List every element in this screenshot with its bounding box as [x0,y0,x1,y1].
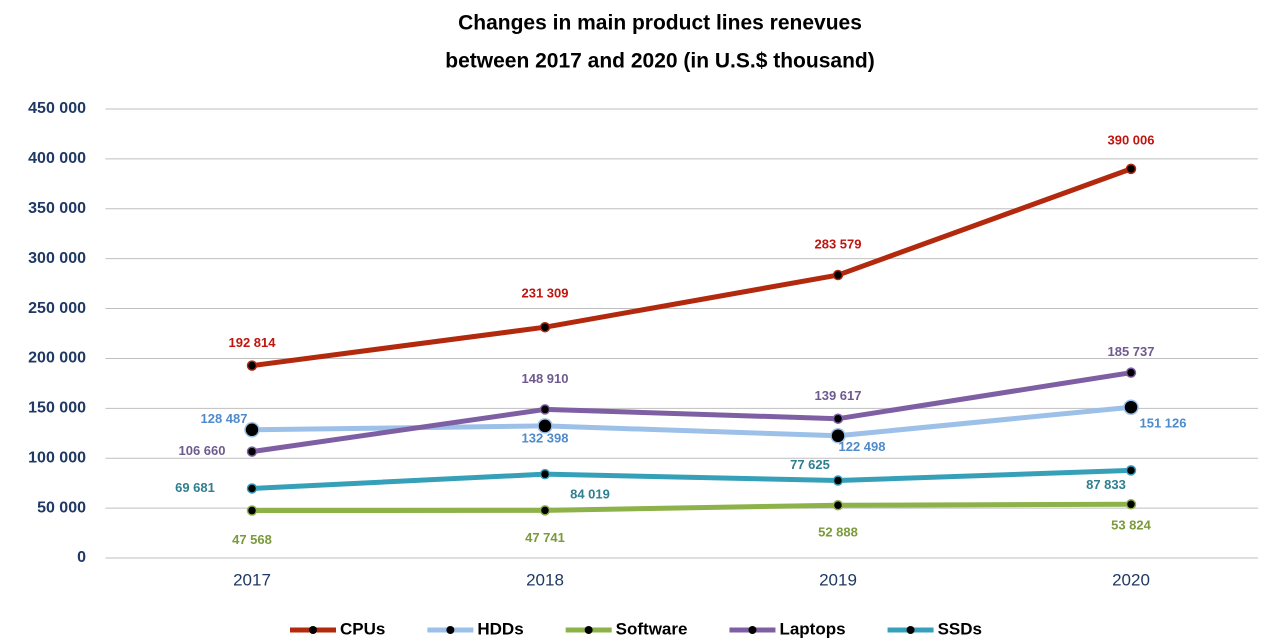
y-tick-label: 150 000 [28,400,86,417]
point [539,404,551,415]
x-tick-label: 2019 [819,570,857,589]
x-tick-label: 2018 [526,570,564,589]
data-label: 185 737 [1108,344,1155,359]
point [246,446,258,457]
y-tick-label: 250 000 [28,300,86,317]
data-label: 283 579 [815,236,862,251]
y-tick-label: 300 000 [28,250,86,267]
y-tick-label: 0 [77,549,86,566]
point [539,505,551,516]
point [537,418,553,434]
chart-title: between 2017 and 2020 (in U.S.$ thousand… [445,50,874,73]
chart-title: Changes in main product lines renevues [458,12,862,35]
data-label: 148 910 [522,371,569,386]
legend-marker [748,626,757,634]
point [830,428,846,444]
point [1125,465,1137,476]
data-label: 77 625 [790,457,830,472]
line [251,501,1132,514]
legend-label: CPUs [340,619,385,638]
legend-label: Laptops [779,619,845,638]
point [244,422,260,438]
point [832,499,844,511]
point [1125,163,1137,175]
y-tick-label: 350 000 [28,200,86,217]
legend-marker [446,626,455,634]
data-label: 52 888 [818,525,858,540]
legend-marker [584,626,593,634]
x-tick-label: 2017 [233,570,271,589]
line [251,404,1132,439]
data-label: 87 833 [1086,477,1126,492]
x-tick-label: 2020 [1112,570,1150,589]
data-label: 390 006 [1108,132,1155,147]
point [832,475,844,486]
data-label: 231 309 [522,286,569,301]
legend-label: HDDs [477,619,523,638]
data-label: 47 568 [232,532,272,547]
data-label: 151 126 [1140,416,1187,431]
legend-label: SSDs [938,619,982,638]
point [1125,499,1137,510]
y-tick-label: 200 000 [28,350,86,367]
line [251,166,1132,369]
line [251,467,1132,491]
data-label: 132 398 [522,430,569,445]
data-label: 106 660 [179,443,226,458]
point [1123,399,1139,415]
data-label: 53 824 [1111,518,1152,533]
y-tick-label: 50 000 [37,499,86,516]
data-label: 69 681 [175,480,215,495]
y-tick-label: 100 000 [28,449,86,466]
y-tick-label: 400 000 [28,150,86,167]
y-tick-label: 450 000 [28,100,86,117]
data-label: 47 741 [525,530,565,545]
point [539,468,551,480]
point [832,413,844,424]
data-label: 128 487 [201,411,248,426]
legend-label: Software [616,619,688,638]
data-label: 192 814 [229,335,277,350]
point [832,269,844,281]
point [246,360,258,371]
point [246,505,258,516]
data-label: 84 019 [570,487,610,502]
data-label: 139 617 [815,388,862,403]
data-label: 122 498 [839,439,886,454]
legend-marker [906,626,915,634]
point [539,321,551,333]
point [246,483,258,494]
point [1125,367,1137,378]
line [251,370,1132,455]
legend-marker [309,626,317,634]
